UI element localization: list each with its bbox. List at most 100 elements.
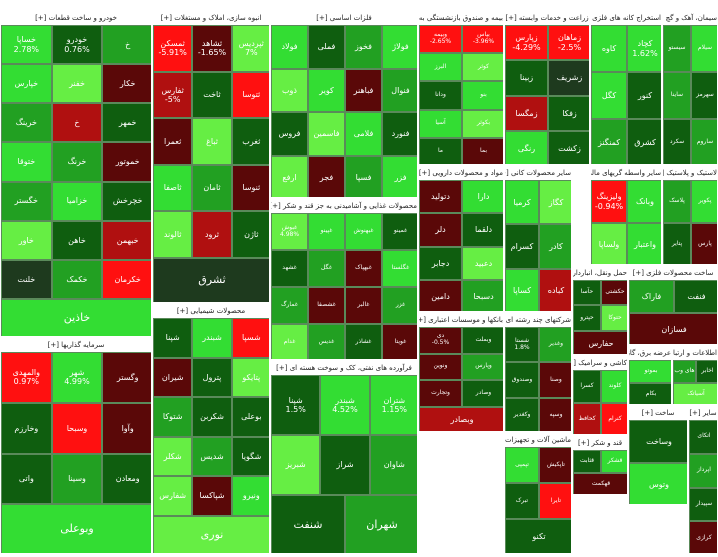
- stock-tile[interactable]: کگل: [591, 72, 627, 119]
- stock-tile[interactable]: خگستر: [1, 181, 52, 221]
- stock-tile[interactable]: سکرد: [663, 119, 691, 164]
- stock-tile[interactable]: دجابر: [419, 246, 462, 280]
- stock-tile[interactable]: خ: [102, 25, 151, 65]
- stock-tile[interactable]: کلوند: [601, 370, 627, 403]
- sector-title[interactable]: ساخت محصولات فلزی [+]: [629, 266, 717, 281]
- stock-tile[interactable]: ثشاهد -1.65%: [192, 25, 232, 72]
- stock-tile[interactable]: فنورد: [382, 112, 417, 156]
- stock-tile[interactable]: خزامیا: [51, 181, 103, 221]
- stock-tile[interactable]: غشهد: [271, 250, 308, 287]
- sector-title[interactable]: قند و شکر [+]: [573, 436, 627, 451]
- stock-tile[interactable]: خکار: [102, 64, 151, 104]
- stock-tile[interactable]: کویر: [308, 68, 345, 112]
- stock-tile[interactable]: بموتو: [629, 360, 671, 383]
- stock-tile[interactable]: ثرود: [192, 211, 232, 258]
- sector-title[interactable]: شرکتهای چند رشته ای صنعتی [+]: [505, 313, 571, 328]
- stock-tile[interactable]: کنرام: [601, 403, 627, 434]
- stock-tile[interactable]: شسپا: [231, 318, 269, 358]
- stock-tile[interactable]: غبوش 4.98%: [271, 213, 308, 250]
- stock-tile[interactable]: فنوال: [382, 68, 417, 112]
- stock-tile[interactable]: شدیس: [192, 436, 232, 476]
- sector-title[interactable]: لاستیک و پلاستیک [+]: [663, 166, 717, 181]
- stock-tile[interactable]: ونیرو: [231, 476, 269, 516]
- stock-tile[interactable]: ثشرق: [153, 257, 269, 302]
- stock-tile[interactable]: شپاکسا: [192, 476, 232, 516]
- stock-tile[interactable]: خموتور: [102, 142, 151, 182]
- stock-tile[interactable]: خکرمان: [102, 259, 151, 299]
- stock-tile[interactable]: شستا 1.8%: [505, 327, 539, 363]
- sector-title[interactable]: عرضه برق، گاز [+]: [629, 346, 671, 361]
- stock-tile[interactable]: کسرا: [573, 370, 601, 403]
- stock-tile[interactable]: دتولید: [419, 180, 462, 214]
- stock-tile[interactable]: ونوین: [419, 353, 462, 380]
- stock-tile[interactable]: واعتبار: [627, 223, 661, 264]
- stock-tile[interactable]: پکویر: [691, 180, 717, 223]
- stock-tile[interactable]: خفنر: [51, 64, 103, 104]
- stock-tile[interactable]: ودانا: [419, 81, 462, 110]
- stock-tile[interactable]: ثنوسا: [231, 164, 269, 211]
- stock-tile[interactable]: خودرو 0.76%: [51, 25, 103, 65]
- stock-tile[interactable]: قشکر: [601, 450, 627, 473]
- stock-tile[interactable]: خاور: [1, 220, 52, 260]
- stock-tile[interactable]: فزر: [382, 155, 417, 197]
- stock-tile[interactable]: کساپا: [505, 268, 539, 311]
- stock-tile[interactable]: زشریف: [548, 60, 589, 96]
- stock-tile[interactable]: کادر: [539, 224, 571, 269]
- stock-tile[interactable]: کرمیا: [505, 180, 539, 225]
- stock-tile[interactable]: کگاز: [539, 180, 571, 225]
- stock-tile[interactable]: بما: [462, 137, 503, 164]
- stock-tile[interactable]: خساپا 2.78%: [1, 25, 52, 65]
- stock-tile[interactable]: دعبید: [462, 246, 503, 280]
- stock-tile[interactable]: وصادر: [462, 380, 503, 407]
- sector-title[interactable]: کاشی و سرامیک [+]: [573, 356, 627, 371]
- stock-tile[interactable]: شیران: [153, 357, 193, 397]
- stock-tile[interactable]: زپارس -4.29%: [505, 25, 548, 61]
- stock-tile[interactable]: کرازی: [689, 521, 717, 553]
- stock-tile[interactable]: خرینگ: [1, 103, 52, 143]
- stock-tile[interactable]: وسینا: [51, 453, 103, 505]
- stock-tile[interactable]: دی -0.5%: [419, 327, 462, 354]
- stock-tile[interactable]: شراز: [320, 435, 370, 495]
- stock-tile[interactable]: ثاصفا: [153, 164, 193, 211]
- stock-tile[interactable]: شبندر: [192, 318, 232, 358]
- stock-tile[interactable]: پترول: [192, 357, 232, 397]
- stock-tile[interactable]: فسازان: [629, 313, 717, 344]
- stock-tile[interactable]: وکغدیر: [505, 397, 539, 431]
- stock-tile[interactable]: کباده: [539, 268, 571, 311]
- stock-tile[interactable]: کچاد 1.62%: [627, 25, 661, 72]
- stock-tile[interactable]: شنفت: [271, 495, 345, 553]
- stock-tile[interactable]: بنو: [462, 81, 503, 110]
- stock-tile[interactable]: وبملت: [462, 327, 503, 354]
- stock-tile[interactable]: وسبحا: [51, 402, 103, 454]
- stock-tile[interactable]: ثمسکن -5.91%: [153, 25, 193, 72]
- stock-tile[interactable]: تبرک: [505, 483, 539, 519]
- sector-title[interactable]: ماشین آلات و تجهیزات [+]: [505, 433, 571, 448]
- stock-tile[interactable]: تکنو: [505, 519, 571, 553]
- stock-tile[interactable]: فلامی: [345, 112, 382, 156]
- stock-tile[interactable]: کنور: [627, 72, 661, 119]
- stock-tile[interactable]: وخارزم: [1, 402, 52, 454]
- stock-tile[interactable]: پتایکو: [231, 357, 269, 397]
- stock-tile[interactable]: ثاژن: [231, 211, 269, 258]
- stock-tile[interactable]: غبهنوش: [345, 213, 382, 250]
- stock-tile[interactable]: ما: [419, 137, 462, 164]
- sector-title[interactable]: سایر [+]: [689, 406, 717, 421]
- stock-tile[interactable]: شهران: [345, 495, 417, 553]
- stock-tile[interactable]: قثابت: [573, 450, 601, 473]
- stock-tile[interactable]: وساخت: [629, 420, 687, 463]
- stock-tile[interactable]: پلاسک: [663, 180, 691, 223]
- stock-tile[interactable]: شتران 1.15%: [369, 375, 417, 435]
- stock-tile[interactable]: سپیدار: [689, 487, 717, 522]
- stock-tile[interactable]: فولاد: [271, 25, 308, 69]
- stock-tile[interactable]: دلقما: [462, 213, 503, 247]
- sector-title[interactable]: بیمه و صندوق بازنشستگی به جز تا [+]: [419, 11, 503, 26]
- stock-tile[interactable]: ثباغ: [192, 118, 232, 165]
- stock-tile[interactable]: خلنت: [1, 259, 52, 299]
- stock-tile[interactable]: سیلام: [691, 25, 717, 72]
- stock-tile[interactable]: آسیا: [419, 109, 462, 138]
- stock-tile[interactable]: شکلر: [153, 436, 193, 476]
- stock-tile[interactable]: غشصفا: [308, 287, 345, 324]
- stock-tile[interactable]: ثفارس -5%: [153, 71, 193, 118]
- stock-tile[interactable]: آسیاتک: [673, 383, 717, 404]
- stock-tile[interactable]: کمنگنز: [591, 119, 627, 164]
